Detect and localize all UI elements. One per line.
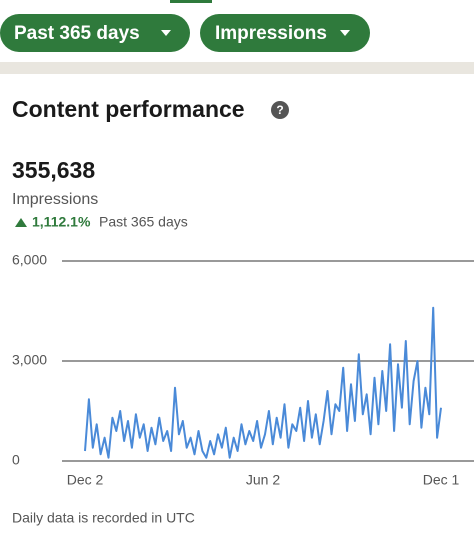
button-bg[interactable] xyxy=(0,14,190,52)
y-tick-label: 6,000 xyxy=(12,252,47,268)
y-tick-label: 0 xyxy=(12,452,20,468)
total: 355,638 xyxy=(12,157,95,183)
data-line xyxy=(84,306,442,459)
total-label: Impressions xyxy=(12,191,98,208)
caret[interactable] xyxy=(340,30,350,36)
footer-note: Daily data is recorded in UTC xyxy=(12,510,195,526)
range-button[interactable]: Past 365 days xyxy=(0,14,190,52)
button-label[interactable]: Impressions xyxy=(215,23,327,44)
y-tick-label: 3,000 xyxy=(12,352,47,368)
help-icon[interactable]: ? xyxy=(271,101,289,119)
x-tick-label: Dec 2 xyxy=(67,472,104,488)
section-title: Content performance xyxy=(12,96,245,122)
metric-button[interactable]: Impressions xyxy=(200,14,370,52)
change-period: Past 365 days xyxy=(99,214,188,230)
help-mark[interactable]: ? xyxy=(276,103,283,117)
tab-indicator xyxy=(170,0,212,3)
change: 1,112.1% xyxy=(32,214,91,230)
caret[interactable] xyxy=(161,30,171,36)
divider xyxy=(0,62,474,74)
button-bg[interactable] xyxy=(200,14,370,52)
up-arrow xyxy=(15,218,27,227)
x-tick-label: Jun 2 xyxy=(246,472,280,488)
x-tick-label: Dec 1 xyxy=(423,472,460,488)
button-label[interactable]: Past 365 days xyxy=(14,23,140,44)
help-circle[interactable] xyxy=(271,101,289,119)
